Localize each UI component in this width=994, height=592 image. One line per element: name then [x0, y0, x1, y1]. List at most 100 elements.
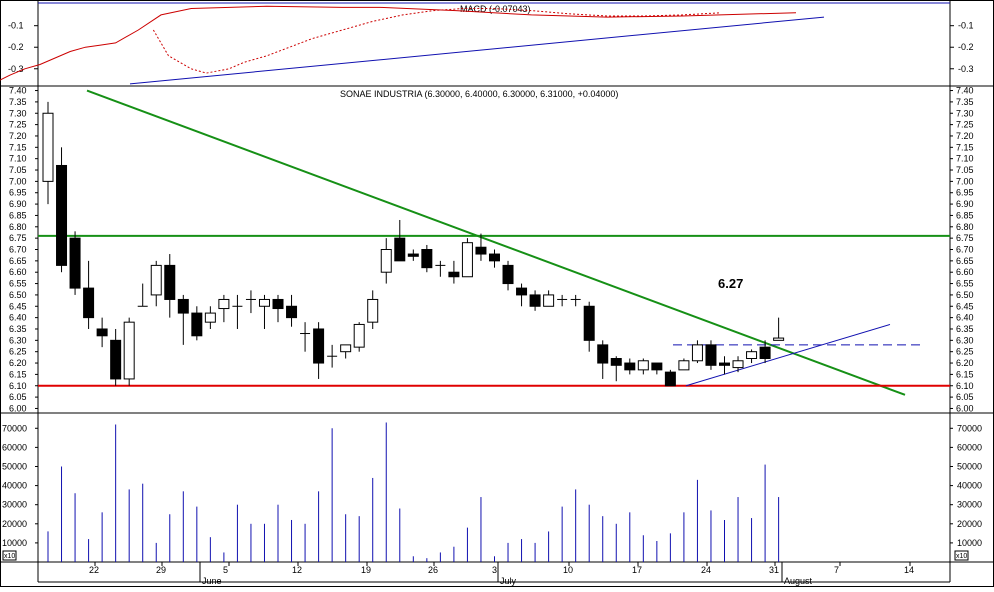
price-right-tick-label: 6.65: [956, 256, 974, 266]
price-right-tick-label: 6.70: [956, 245, 974, 255]
uptrend-line: [685, 323, 891, 387]
candle-body: [421, 249, 433, 269]
macd-left-tick-label: -0.1: [8, 21, 24, 31]
candle-body: [394, 237, 406, 262]
candle-body: [204, 312, 216, 323]
price-left-tick-label: 7.40: [9, 86, 27, 96]
date-tick-label: 17: [632, 565, 642, 575]
price-left-tick-label: 6.10: [9, 381, 27, 391]
macd-right-tick-label: -0.2: [958, 42, 974, 52]
candle-body: [705, 344, 717, 366]
candle-body: [407, 253, 419, 257]
candle-body: [719, 362, 730, 366]
candle-body: [759, 346, 771, 360]
price-right-tick-label: 7.35: [956, 97, 974, 107]
price-left-tick-label: 7.35: [9, 97, 27, 107]
candle-body: [258, 298, 270, 307]
candle-body: [597, 344, 609, 364]
price-right-tick-label: 6.85: [956, 210, 974, 220]
price-left-tick-label: 6.95: [9, 188, 27, 198]
price-left-tick-label: 6.65: [9, 256, 27, 266]
candle-body: [583, 305, 595, 341]
date-tick-label: 22: [89, 565, 99, 575]
macd-trend-line: [129, 16, 825, 85]
date-tick-label: 12: [292, 565, 302, 575]
candle-body: [502, 264, 514, 285]
candle-body: [42, 112, 54, 182]
price-right-tick-label: 7.10: [956, 154, 974, 164]
price-left-tick-label: 6.70: [9, 245, 27, 255]
price-right-tick-label: 6.55: [956, 279, 974, 289]
price-left-tick-label: 6.80: [9, 222, 27, 232]
price-right-tick-label: 7.20: [956, 131, 974, 141]
candle-body: [164, 264, 176, 300]
downtrend-line: [86, 89, 906, 396]
volume-unit-box-right: [954, 550, 969, 561]
price-left-tick-label: 7.20: [9, 131, 27, 141]
candle-body: [529, 294, 541, 307]
candle-body: [488, 253, 500, 262]
price-left-tick-label: 6.50: [9, 290, 27, 300]
price-right-tick-label: 6.30: [956, 335, 974, 345]
volume-right-tick-label: 50000: [957, 461, 982, 471]
candle-body: [272, 298, 284, 310]
price-left-tick-label: 6.75: [9, 233, 27, 243]
date-tick-label: 26: [428, 565, 438, 575]
volume-right-tick-label: 10000: [957, 538, 982, 548]
price-title: SONAE INDUSTRIA (6.30000, 6.40000, 6.300…: [340, 89, 618, 99]
candle-body: [286, 305, 298, 319]
volume-right-tick-label: 20000: [957, 519, 982, 529]
price-left-tick-label: 6.60: [9, 267, 27, 277]
candle-body: [746, 351, 758, 359]
month-label: July: [500, 576, 517, 586]
macd-signal-line: [152, 8, 721, 74]
candle-body: [218, 298, 230, 310]
volume-left-tick-label: 50000: [2, 461, 27, 471]
candle-body: [732, 360, 744, 369]
macd-right-tick-label: -0.3: [958, 64, 974, 74]
candle-body: [691, 344, 703, 362]
macd-left-tick-label: -0.3: [8, 64, 24, 74]
candle-body: [191, 312, 203, 337]
candle-body: [516, 287, 528, 296]
volume-left-tick-label: 30000: [2, 500, 27, 510]
candle-body: [678, 360, 690, 371]
volume-unit-box-left: [2, 550, 17, 561]
price-right-tick-label: 6.90: [956, 199, 974, 209]
price-right-tick-label: 6.50: [956, 290, 974, 300]
price-left-tick-label: 6.30: [9, 335, 27, 345]
date-tick-label: 24: [701, 565, 711, 575]
price-left-tick-label: 6.55: [9, 279, 27, 289]
macd-title: MACD (-0.07043): [460, 4, 531, 14]
candle-body: [313, 328, 325, 364]
price-left-tick-label: 6.20: [9, 358, 27, 368]
volume-unit-left: x10: [4, 553, 15, 560]
candle-body: [461, 242, 473, 278]
candle-body: [543, 294, 555, 307]
price-left-tick-label: 7.30: [9, 108, 27, 118]
date-tick-label: 29: [156, 565, 166, 575]
date-tick-label: 3: [492, 565, 497, 575]
candle-body: [651, 362, 663, 371]
price-left-tick-label: 6.00: [9, 403, 27, 413]
price-left-tick-label: 6.90: [9, 199, 27, 209]
price-right-tick-label: 6.35: [956, 324, 974, 334]
price-right-tick-label: 6.95: [956, 188, 974, 198]
candle-body: [177, 298, 189, 314]
date-tick-label: 10: [563, 565, 573, 575]
price-left-tick-label: 6.25: [9, 347, 27, 357]
date-tick-label: 7: [834, 565, 839, 575]
volume-right-tick-label: 40000: [957, 481, 982, 491]
volume-left-tick-label: 20000: [2, 519, 27, 529]
candle-body: [340, 344, 352, 353]
candle-body: [56, 164, 68, 266]
price-right-tick-label: 6.15: [956, 369, 974, 379]
price-left-tick-label: 7.00: [9, 176, 27, 186]
date-tick-label: 19: [361, 565, 371, 575]
price-left-tick-label: 6.40: [9, 313, 27, 323]
price-right-tick-label: 6.60: [956, 267, 974, 277]
price-right-tick-label: 7.25: [956, 120, 974, 130]
date-tick-label: 31: [769, 565, 779, 575]
date-tick-label: 5: [223, 565, 228, 575]
price-left-tick-label: 6.05: [9, 392, 27, 402]
